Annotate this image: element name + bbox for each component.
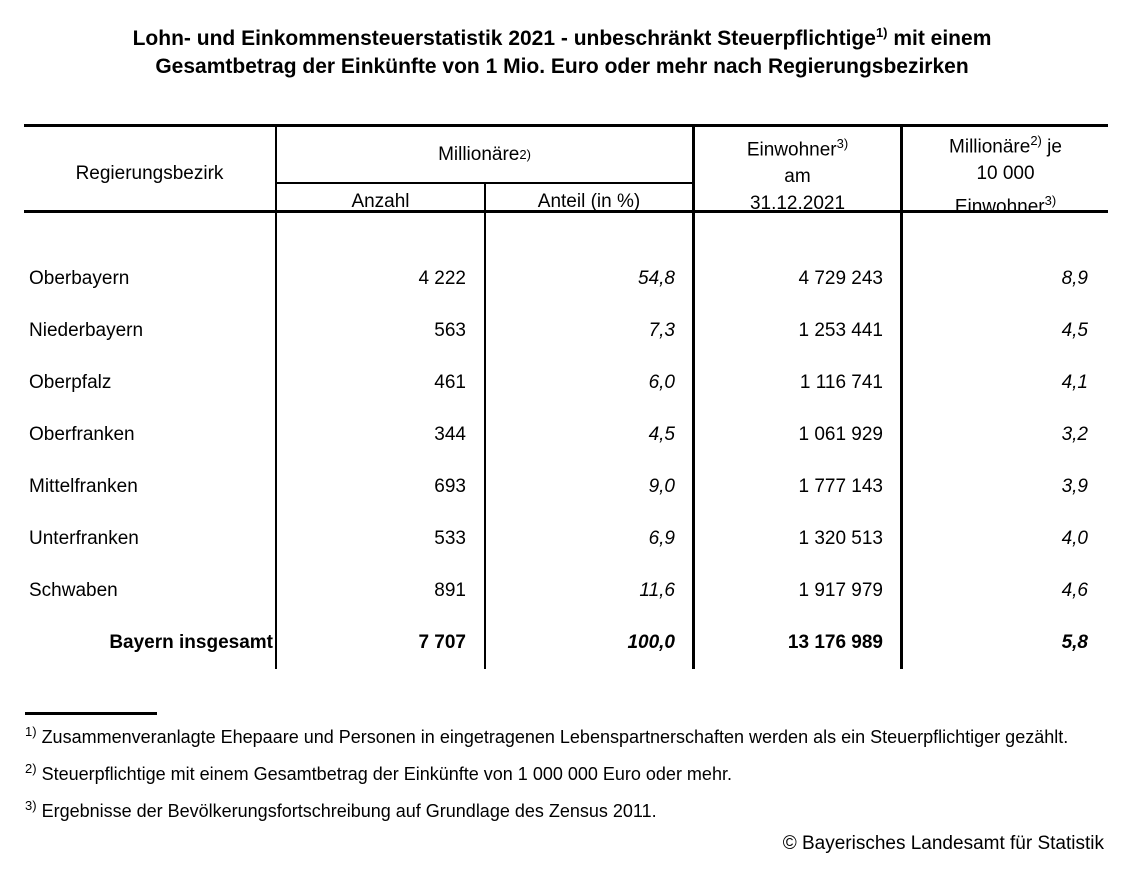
cell-anteil: 7,3 — [648, 320, 675, 341]
header-rate-label-tail: je — [1041, 136, 1062, 158]
cell-region: Bayern insgesamt — [109, 632, 273, 653]
header-einwohner-line2: am — [784, 166, 811, 188]
title-line-1-tail: mit einem — [887, 27, 992, 50]
cell-region: Mittelfranken — [29, 476, 138, 497]
cell-anteil: 11,6 — [639, 580, 675, 601]
column-divider — [275, 213, 277, 669]
cell-rate: 4,1 — [1061, 372, 1088, 393]
cell-anzahl: 563 — [434, 320, 466, 341]
statistics-table: Regierungsbezirk Millionäre 2) Anzahl Ant… — [24, 124, 1108, 669]
page-title: Lohn- und Einkommensteuerstatistik 2021 … — [0, 0, 1124, 81]
cell-anteil: 4,5 — [648, 424, 675, 445]
footnote-divider-rule — [25, 712, 157, 715]
footnotes-section: 1) Zusammenveranlagte Ehepaare und Person… — [25, 712, 1068, 832]
header-anteil: Anteil (in %) — [537, 191, 641, 213]
header-regierungsbezirk: Regierungsbezirk — [24, 127, 277, 221]
header-rate-footnote-marker: 2) — [1030, 133, 1042, 148]
footnote-2-text: Steuerpflichtige mit einem Gesamtbetrag … — [41, 764, 732, 784]
cell-anteil: 100,0 — [627, 632, 675, 653]
table-row-oberpfalz: Oberpfalz 461 6,0 1 116 741 4,1 — [24, 357, 1108, 409]
table-body: Oberbayern 4 222 54,8 4 729 243 8,9 Nied… — [24, 213, 1108, 669]
header-anzahl: Anzahl — [277, 184, 486, 221]
header-millionaires-subcolumns: Anzahl Anteil (in %) — [277, 184, 692, 221]
cell-anzahl: 533 — [434, 528, 466, 549]
header-rate-einwohner-footnote-marker: 3) — [1044, 193, 1057, 209]
cell-anzahl: 693 — [434, 476, 466, 497]
cell-anzahl: 891 — [434, 580, 466, 601]
table-row-mittelfranken: Mittelfranken 693 9,0 1 777 143 3,9 — [24, 461, 1108, 513]
table-row-oberbayern: Oberbayern 4 222 54,8 4 729 243 8,9 — [24, 253, 1108, 305]
cell-anzahl: 7 707 — [418, 632, 466, 653]
cell-rate: 3,9 — [1061, 476, 1088, 497]
cell-einwohner: 4 729 243 — [798, 268, 883, 289]
footnote-2: 2) Steuerpflichtige mit einem Gesamtbetra… — [25, 758, 1068, 785]
header-einwohner-date: 31.12.2021 — [749, 193, 846, 215]
cell-region: Unterfranken — [29, 528, 139, 549]
cell-einwohner: 1 061 929 — [798, 424, 883, 445]
cell-einwohner: 1 116 741 — [799, 372, 883, 393]
table-row-niederbayern: Niederbayern 563 7,3 1 253 441 4,5 — [24, 305, 1108, 357]
cell-rate: 4,6 — [1061, 580, 1088, 601]
cell-region: Oberpfalz — [29, 372, 112, 393]
column-divider — [900, 213, 903, 669]
header-einwohner: Einwohner3) am 31.12.2021 — [695, 127, 903, 221]
footnote-3-text: Ergebnisse der Bevölkerungsfortschreibun… — [41, 801, 657, 821]
header-rate-label: Millionäre — [949, 136, 1031, 158]
footnote-3-marker: 3) — [25, 798, 37, 813]
footnote-1-text: Zusammenveranlagte Ehepaare und Personen… — [41, 727, 1069, 747]
header-einwohner-line1: Einwohner3) — [747, 130, 848, 163]
title-line-1-text: Lohn- und Einkommensteuerstatistik 2021 … — [132, 27, 876, 50]
cell-einwohner: 1 320 513 — [798, 528, 883, 549]
cell-anteil: 9,0 — [648, 476, 675, 497]
header-rate-line3: Einwohner3) — [955, 187, 1056, 220]
table-row-schwaben: Schwaben 891 11,6 1 917 979 4,6 — [24, 565, 1108, 617]
cell-region: Schwaben — [29, 580, 118, 601]
header-millionaires: Millionäre 2) — [277, 127, 692, 184]
title-line-2: Gesamtbetrag der Einkünfte von 1 Mio. Eu… — [155, 55, 969, 78]
cell-anteil: 6,0 — [648, 372, 675, 393]
header-millionaires-label: Millionäre — [438, 143, 520, 165]
footnote-1: 1) Zusammenveranlagte Ehepaare und Person… — [25, 721, 1068, 748]
table-body-spacer — [24, 213, 1108, 253]
header-millionaires-group: Millionäre 2) Anzahl Anteil (in %) — [277, 127, 695, 221]
footnote-2-marker: 2) — [25, 761, 37, 776]
cell-anzahl: 4 222 — [418, 268, 466, 289]
cell-anzahl: 344 — [434, 424, 466, 445]
cell-einwohner: 1 777 143 — [798, 476, 883, 497]
column-divider — [484, 213, 486, 669]
header-rate-einwohner-label: Einwohner — [954, 196, 1045, 218]
cell-rate: 4,0 — [1061, 528, 1088, 549]
header-millionaires-footnote-marker: 2) — [519, 147, 531, 162]
table-row-oberfranken: Oberfranken 344 4,5 1 061 929 3,2 — [24, 409, 1108, 461]
footnote-3: 3) Ergebnisse der Bevölkerungsfortschreib… — [25, 795, 1068, 822]
header-rate-line1: Millionäre2) je — [949, 127, 1062, 160]
column-divider — [692, 213, 695, 669]
copyright-notice: © Bayerisches Landesamt für Statistik — [782, 833, 1104, 854]
cell-rate: 3,2 — [1061, 424, 1088, 445]
cell-einwohner: 1 917 979 — [798, 580, 883, 601]
cell-rate: 5,8 — [1061, 632, 1088, 653]
cell-region: Niederbayern — [29, 320, 144, 341]
header-rate-line2: 10 000 — [976, 163, 1035, 185]
header-einwohner-label: Einwohner — [746, 139, 837, 161]
cell-einwohner: 13 176 989 — [787, 632, 883, 653]
cell-region: Oberbayern — [29, 268, 130, 289]
header-einwohner-footnote-marker: 3) — [836, 136, 849, 152]
footnote-1-marker: 1) — [25, 724, 37, 739]
cell-einwohner: 1 253 441 — [798, 320, 883, 341]
cell-rate: 4,5 — [1061, 320, 1088, 341]
cell-anzahl: 461 — [434, 372, 466, 393]
title-line-1: Lohn- und Einkommensteuerstatistik 2021 … — [0, 19, 1124, 53]
header-millionaires-per-10000: Millionäre2) je 10 000 Einwohner3) — [903, 127, 1108, 221]
cell-anteil: 54,8 — [638, 268, 675, 289]
cell-region: Oberfranken — [29, 424, 135, 445]
cell-anteil: 6,9 — [648, 528, 675, 549]
table-header: Regierungsbezirk Millionäre 2) Anzahl Ant… — [24, 124, 1108, 221]
title-footnote-marker: 1) — [875, 25, 888, 40]
cell-rate: 8,9 — [1061, 268, 1088, 289]
table-row-total-bayern: Bayern insgesamt 7 707 100,0 13 176 989 … — [24, 617, 1108, 669]
table-row-unterfranken: Unterfranken 533 6,9 1 320 513 4,0 — [24, 513, 1108, 565]
